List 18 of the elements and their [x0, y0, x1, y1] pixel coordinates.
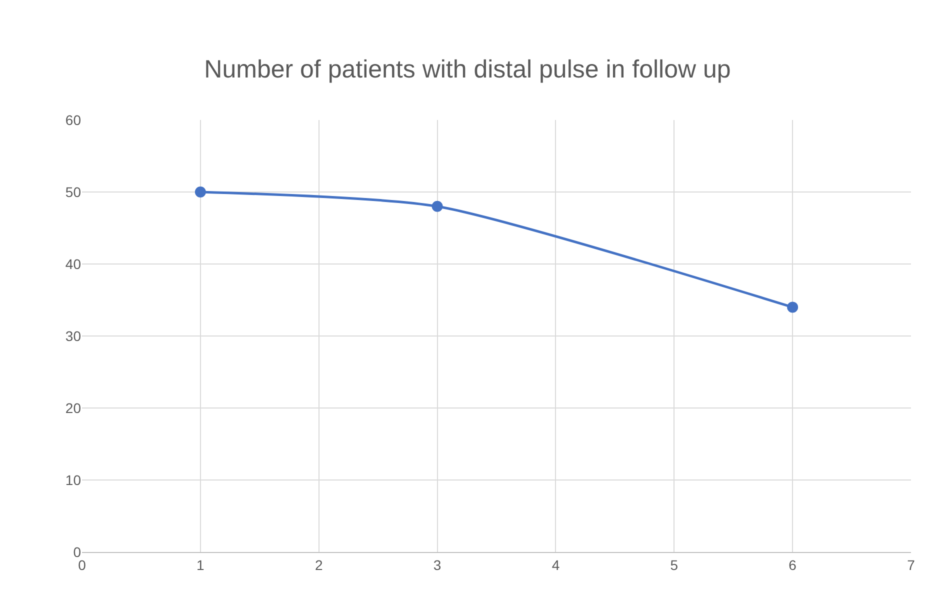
y-tick-label: 40 — [65, 256, 82, 272]
x-tick-label: 1 — [196, 556, 205, 573]
y-tick-label: 50 — [65, 184, 82, 200]
x-tick-label: 2 — [314, 556, 323, 573]
x-tick-label: 7 — [907, 556, 916, 573]
y-tick-label: 60 — [65, 112, 82, 128]
point — [194, 186, 206, 198]
x-tick-label: 4 — [552, 556, 560, 573]
y-tick-label: 10 — [65, 472, 82, 488]
x-tick-label: 3 — [433, 556, 442, 573]
x-tick-label: 6 — [788, 556, 797, 573]
point — [787, 302, 798, 313]
y-tick-label: 30 — [65, 328, 82, 344]
y-tick-label: 0 — [73, 544, 82, 560]
chart-title: Number of patients with distal pulse in follow up — [204, 55, 731, 84]
y-tick-label: 20 — [65, 400, 82, 416]
point — [432, 200, 443, 212]
x-tick-label: 5 — [670, 556, 678, 573]
